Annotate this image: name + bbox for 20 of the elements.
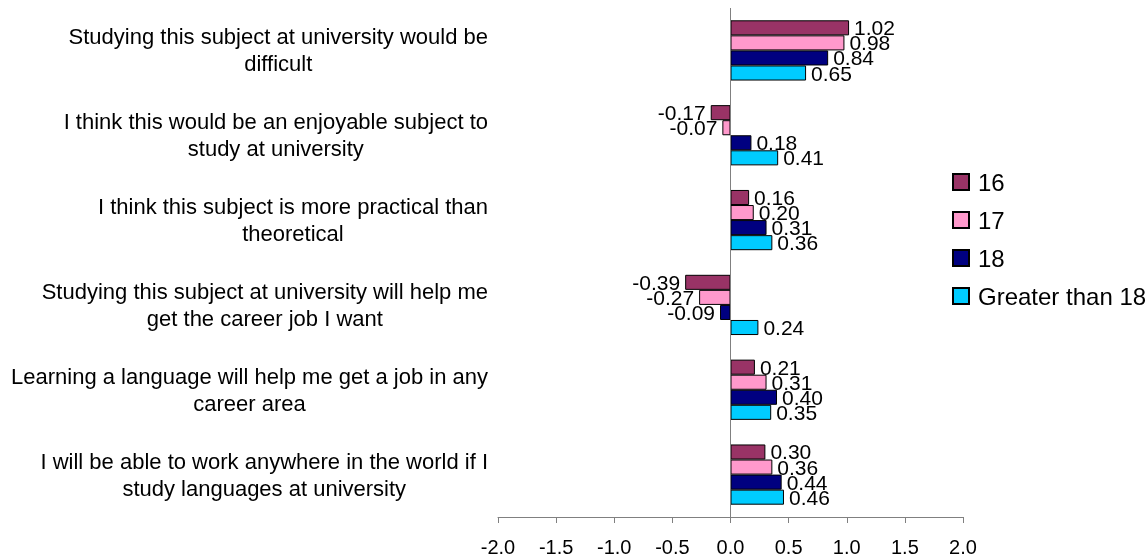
- legend-label: Greater than 18: [978, 282, 1147, 310]
- legend-label: 17: [978, 206, 1005, 234]
- x-tick-label: 0.5: [774, 536, 803, 558]
- y-tick-label: Learning a language will help me get a job in any career area: [11, 363, 488, 416]
- legend-label: 16: [978, 168, 1005, 196]
- y-tick-label: I think this subject is more practical than theoretical: [97, 194, 488, 247]
- x-tick-label: -2.0: [480, 536, 516, 558]
- legend-label: 18: [978, 244, 1005, 272]
- y-tick-label: Studying this subject at university will help me get the career job I want: [41, 278, 489, 331]
- x-tick-label: 1.0: [832, 536, 861, 558]
- x-tick-label: 2.0: [949, 536, 977, 558]
- x-tick-label: 0.0: [716, 536, 745, 558]
- y-tick-label: I think this would be an enjoyable subject to study at university: [63, 109, 488, 162]
- data-label: 0.24: [763, 316, 805, 339]
- y-tick-label: I will be able to work anywhere in the world if I study languages at university: [40, 448, 488, 501]
- y-tick-label: Studying this subject at university would be difficult: [68, 24, 488, 77]
- x-tick-label: 1.5: [890, 536, 919, 558]
- x-tick-label: -0.5: [655, 536, 690, 558]
- x-tick-label: -1.0: [597, 536, 632, 558]
- x-tick-label: -1.5: [538, 536, 574, 558]
